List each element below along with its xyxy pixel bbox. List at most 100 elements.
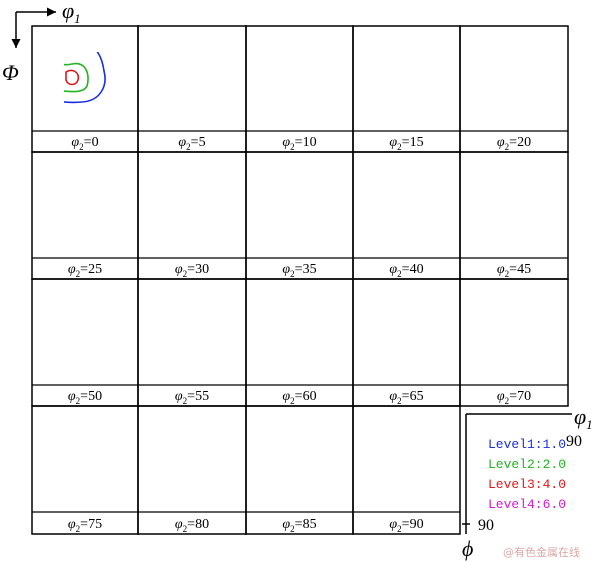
section-panel: φ2=40 (352, 151, 461, 280)
level1-contour (234, 175, 243, 186)
section-label: φ2=25 (68, 262, 102, 279)
section-panel: φ2=85 (245, 405, 354, 535)
level1-contour (228, 31, 237, 43)
contour-group (246, 416, 352, 510)
legend-item-level2: Level2:2.0 (488, 457, 566, 472)
level1-contour (224, 406, 244, 434)
contour-group (62, 279, 138, 381)
level3-contour (397, 303, 436, 319)
level1-contour (138, 370, 188, 379)
level3-contour (390, 450, 405, 468)
level3-contour (496, 303, 529, 325)
section-panel: φ2=25 (31, 151, 139, 280)
level1-contour (32, 198, 127, 245)
panel-frame (137, 405, 247, 535)
panel-frame (31, 151, 139, 280)
level4-contour (509, 311, 516, 317)
level3-contour (166, 73, 180, 87)
section-label: φ2=55 (175, 389, 209, 406)
contour-group (393, 152, 459, 258)
level1-contour (460, 70, 563, 118)
level2-contour (289, 233, 337, 252)
level3-contour (433, 253, 459, 256)
section-label: φ2=80 (175, 517, 209, 534)
section-panel: φ2=70 (459, 278, 569, 407)
contour-group (138, 406, 244, 496)
level2-contour (464, 80, 552, 111)
level1-contour (62, 279, 138, 309)
section-label: φ2=10 (282, 135, 316, 152)
section-panel: φ2=75 (31, 405, 139, 535)
level1-contour (403, 408, 405, 416)
level1-contour (413, 152, 459, 192)
level2-contour (482, 294, 541, 329)
level4-contour (84, 232, 88, 234)
Phi-axis-label: Φ (2, 60, 19, 85)
section-panel: φ2=20 (459, 25, 569, 153)
section-panel: φ2=55 (137, 278, 247, 407)
panel-frame (459, 151, 569, 280)
level1-contour (365, 406, 459, 494)
section-panel: φ2=50 (31, 278, 139, 407)
level2-contour (138, 436, 202, 479)
section-label: φ2=35 (282, 262, 316, 279)
level1-contour (276, 231, 342, 256)
level1-contour (32, 418, 96, 499)
level2-contour (285, 296, 345, 324)
level1-contour (89, 350, 99, 361)
level1-contour (460, 152, 566, 198)
contour-group (353, 27, 446, 116)
level2-contour (383, 296, 447, 324)
section-panel: φ2=35 (245, 151, 354, 280)
level1-contour (128, 424, 136, 430)
key-phi1-label: φ1 (574, 404, 593, 432)
panel-frame (245, 151, 354, 280)
key-phi1-max: 90 (566, 433, 582, 450)
section-label: φ2=0 (71, 135, 98, 152)
panel-frame (31, 278, 139, 407)
panel-frame (245, 25, 354, 153)
level3-contour (474, 88, 534, 106)
level1-contour (460, 371, 480, 379)
panel-frame (31, 405, 139, 535)
section-panel: φ2=65 (352, 278, 461, 407)
level1-contour (435, 27, 446, 38)
level3-contour (293, 449, 311, 468)
level3-contour (298, 299, 335, 317)
section-panel: φ2=10 (245, 25, 354, 153)
section-panel: φ2=15 (352, 25, 461, 153)
level2-contour (518, 245, 566, 256)
level1-contour (72, 152, 138, 190)
section-label: φ2=30 (175, 262, 209, 279)
level1-contour (148, 279, 244, 327)
level2-contour (256, 71, 298, 101)
level1-contour (413, 498, 459, 510)
level3-contour (183, 236, 210, 245)
level3-contour (106, 301, 138, 305)
level1-contour (300, 356, 309, 364)
legend-item-level3: Level3:4.0 (488, 477, 566, 492)
panel-frame (352, 405, 461, 535)
level3-contour (106, 309, 138, 312)
section-label: φ2=50 (68, 389, 102, 406)
section-label: φ2=70 (497, 389, 531, 406)
level1-contour (138, 432, 218, 496)
panel-frame (459, 278, 569, 407)
panel-frame (137, 151, 247, 280)
level1-contour (353, 279, 459, 323)
level2-contour (145, 66, 191, 93)
section-grid: φ2=0 φ2=5 φ2=10 φ2=15 φ2=20 φ2=25 φ2=30 φ2=35 φ2… (31, 25, 569, 535)
key-phi-label: ϕ (462, 536, 473, 561)
section-panel: φ2=30 (137, 151, 247, 280)
level1-contour (246, 61, 310, 111)
level2-contour (54, 434, 82, 464)
section-label: φ2=45 (497, 262, 531, 279)
panel-frame (352, 278, 461, 407)
section-label: φ2=20 (497, 135, 531, 152)
level3-contour (67, 227, 102, 239)
section-panel: φ2=60 (245, 278, 354, 407)
level1-contour (353, 67, 441, 115)
level1-contour (264, 187, 273, 196)
level1-contour (266, 279, 352, 322)
level3-contour (540, 253, 566, 256)
